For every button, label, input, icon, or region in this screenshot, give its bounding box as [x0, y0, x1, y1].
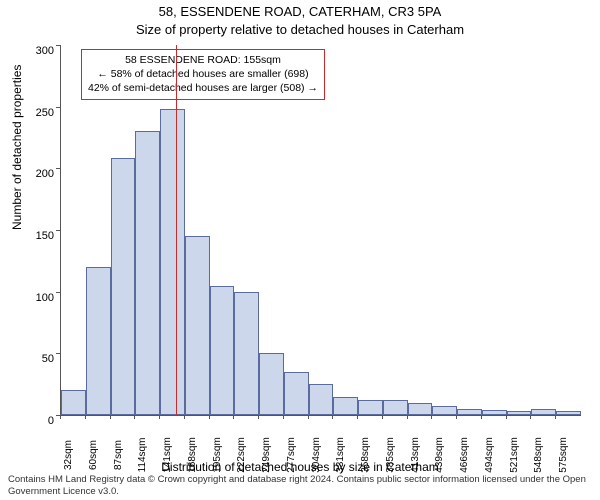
y-tick-mark [56, 292, 60, 293]
x-tick-mark [530, 415, 531, 419]
y-tick-mark [56, 45, 60, 46]
histogram-bar [284, 372, 309, 415]
annotation-line3: 42% of semi-detached houses are larger (… [88, 81, 318, 95]
x-tick-mark [233, 415, 234, 419]
x-tick-label: 168sqm [187, 437, 198, 473]
histogram-bar [210, 286, 235, 416]
property-marker-line [176, 45, 177, 415]
x-tick-label: 32sqm [63, 440, 74, 470]
x-tick-mark [184, 415, 185, 419]
annotation-line2: ← 58% of detached houses are smaller (69… [88, 67, 318, 81]
x-tick-label: 439sqm [434, 437, 445, 473]
title-subtitle: Size of property relative to detached ho… [0, 22, 600, 37]
chart-container: 58, ESSENDENE ROAD, CATERHAM, CR3 5PA Si… [0, 0, 600, 500]
x-tick-mark [258, 415, 259, 419]
x-tick-label: 222sqm [236, 437, 247, 473]
y-tick-mark [56, 353, 60, 354]
x-tick-label: 60sqm [88, 440, 99, 470]
x-tick-mark [60, 415, 61, 419]
x-tick-label: 195sqm [212, 437, 223, 473]
histogram-bar [531, 409, 556, 415]
histogram-bar [457, 409, 482, 415]
x-tick-mark [332, 415, 333, 419]
histogram-bar [234, 292, 259, 415]
histogram-bar [111, 158, 136, 415]
x-tick-label: 385sqm [385, 437, 396, 473]
histogram-bar [309, 384, 334, 415]
y-tick-mark [56, 107, 60, 108]
x-tick-label: 575sqm [558, 437, 569, 473]
x-tick-mark [110, 415, 111, 419]
y-tick-label: 200 [0, 168, 60, 180]
x-tick-label: 277sqm [286, 437, 297, 473]
title-address: 58, ESSENDENE ROAD, CATERHAM, CR3 5PA [0, 4, 600, 19]
x-tick-label: 114sqm [137, 438, 148, 473]
footer-attribution: Contains HM Land Registry data © Crown c… [8, 474, 592, 497]
x-tick-mark [209, 415, 210, 419]
x-tick-mark [159, 415, 160, 419]
x-tick-label: 413sqm [410, 437, 421, 473]
histogram-bar [135, 131, 160, 415]
x-tick-mark [407, 415, 408, 419]
histogram-bar [432, 406, 457, 415]
x-tick-mark [555, 415, 556, 419]
histogram-bar [408, 403, 433, 415]
histogram-bar [185, 236, 210, 415]
annotation-box: 58 ESSENDENE ROAD: 155sqm ← 58% of detac… [81, 49, 325, 100]
x-tick-mark [431, 415, 432, 419]
x-tick-mark [382, 415, 383, 419]
x-tick-label: 331sqm [335, 437, 346, 473]
x-tick-label: 548sqm [533, 437, 544, 473]
x-tick-label: 87sqm [113, 440, 124, 470]
histogram-bar [383, 400, 408, 415]
histogram-bar [86, 267, 111, 415]
x-tick-mark [357, 415, 358, 419]
histogram-bar [259, 353, 284, 415]
y-tick-label: 250 [0, 107, 60, 119]
histogram-bar [507, 411, 532, 415]
histogram-bar [160, 109, 185, 415]
x-tick-mark [134, 415, 135, 419]
x-tick-mark [506, 415, 507, 419]
x-tick-mark [308, 415, 309, 419]
x-tick-label: 358sqm [360, 437, 371, 473]
y-tick-mark [56, 230, 60, 231]
histogram-bar [556, 411, 581, 415]
histogram-bar [61, 390, 86, 415]
x-tick-label: 141sqm [162, 437, 173, 473]
plot-area: 58 ESSENDENE ROAD: 155sqm ← 58% of detac… [60, 45, 581, 416]
x-tick-mark [85, 415, 86, 419]
x-tick-label: 521sqm [509, 437, 520, 473]
x-tick-mark [283, 415, 284, 419]
y-tick-label: 100 [0, 292, 60, 304]
y-tick-label: 150 [0, 230, 60, 242]
y-tick-label: 50 [0, 353, 60, 365]
x-tick-label: 494sqm [484, 437, 495, 473]
annotation-line1: 58 ESSENDENE ROAD: 155sqm [88, 53, 318, 67]
x-tick-label: 304sqm [311, 437, 322, 473]
y-axis-label: Number of detached properties [10, 65, 24, 230]
histogram-bar [333, 397, 358, 416]
y-tick-label: 300 [0, 45, 60, 57]
y-tick-mark [56, 168, 60, 169]
histogram-bar [358, 400, 383, 415]
histogram-bar [482, 410, 507, 415]
y-tick-label: 0 [0, 415, 60, 427]
x-tick-mark [456, 415, 457, 419]
x-tick-label: 249sqm [261, 437, 272, 473]
x-tick-label: 466sqm [459, 437, 470, 473]
x-tick-mark [481, 415, 482, 419]
